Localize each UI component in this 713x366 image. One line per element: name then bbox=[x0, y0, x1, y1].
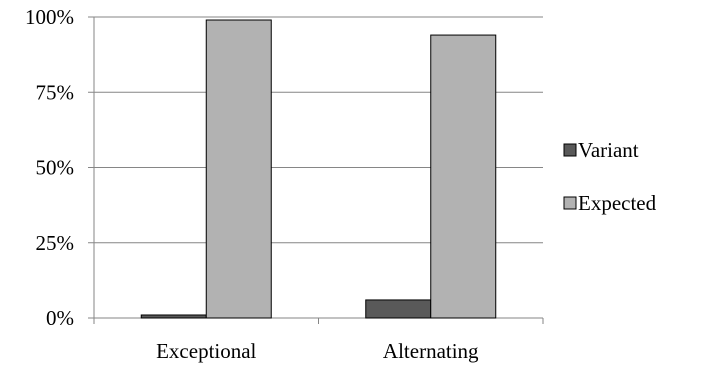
bar-expected-alternating bbox=[430, 34, 497, 319]
legend-swatch-expected bbox=[563, 196, 577, 210]
y-tick-label: 0% bbox=[46, 306, 74, 330]
y-tick-label: 75% bbox=[36, 80, 75, 104]
x-tick-label: Exceptional bbox=[156, 339, 256, 363]
x-tick-label: Alternating bbox=[383, 339, 479, 363]
y-tick-label: 100% bbox=[25, 5, 74, 29]
legend-label-expected: Expected bbox=[578, 191, 657, 215]
legend-swatch-variant bbox=[563, 143, 577, 157]
legend-label-variant: Variant bbox=[578, 138, 639, 162]
bar-expected-exceptional bbox=[205, 19, 272, 319]
y-tick-label: 25% bbox=[36, 231, 75, 255]
bar-variant-exceptional bbox=[140, 314, 207, 319]
bar-variant-alternating bbox=[365, 299, 432, 319]
y-tick-label: 50% bbox=[36, 156, 75, 180]
